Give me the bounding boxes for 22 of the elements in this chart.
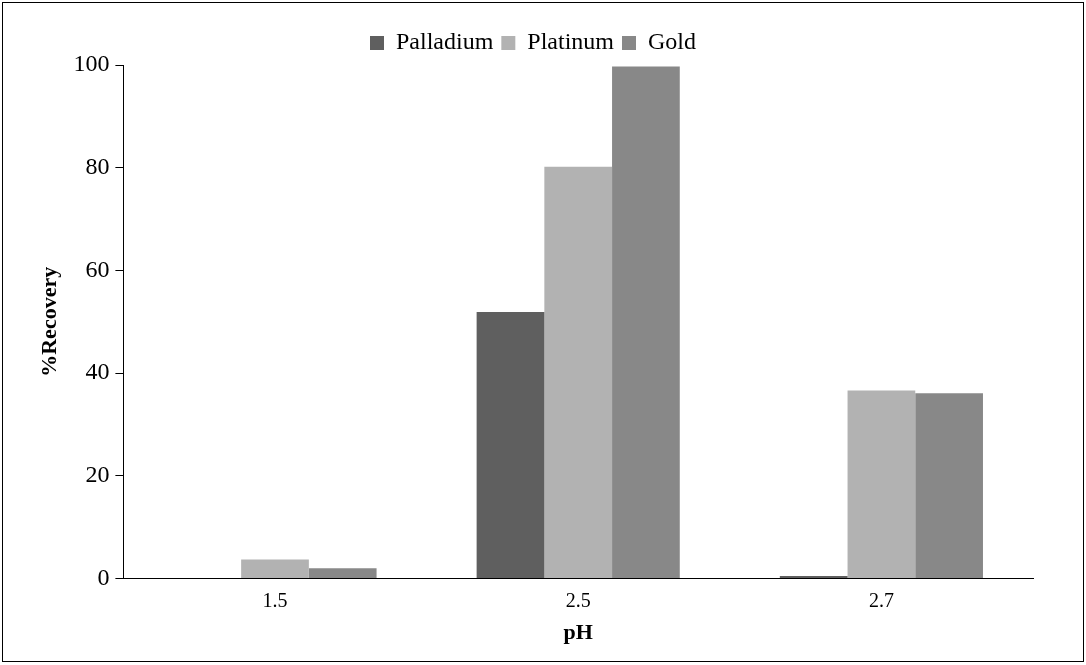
bar bbox=[779, 576, 848, 579]
y-tick-label: 40 bbox=[85, 358, 110, 385]
bar bbox=[847, 390, 916, 579]
legend-label: Platinum bbox=[527, 28, 615, 55]
y-tick-label: 20 bbox=[85, 461, 110, 488]
legend-label: Gold bbox=[648, 28, 696, 55]
x-tick-label: 2.5 bbox=[565, 588, 591, 611]
legend-label: Palladium bbox=[396, 28, 494, 55]
x-axis-title: pH bbox=[563, 619, 593, 645]
bar bbox=[476, 312, 545, 579]
bar bbox=[308, 568, 377, 579]
y-axis-title: %Recovery bbox=[35, 266, 61, 377]
bar bbox=[544, 166, 613, 579]
y-tick-label: 0 bbox=[97, 563, 110, 590]
y-tick-label: 60 bbox=[85, 255, 110, 282]
x-tick-label: 2.7 bbox=[868, 588, 894, 611]
y-tick-label: 100 bbox=[73, 50, 110, 77]
x-tick-label: 1.5 bbox=[262, 588, 288, 611]
y-tick-label: 80 bbox=[85, 153, 110, 180]
bar bbox=[241, 559, 309, 579]
bar bbox=[612, 66, 680, 579]
bar bbox=[915, 393, 983, 579]
